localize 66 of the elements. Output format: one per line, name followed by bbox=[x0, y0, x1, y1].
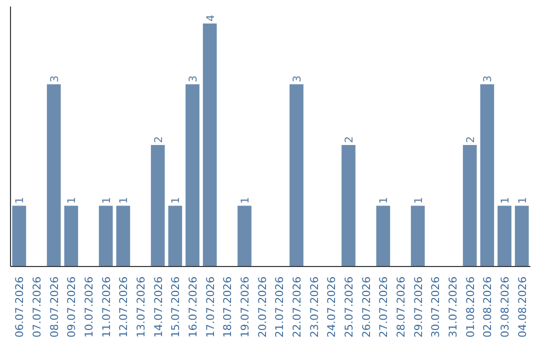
x-tick-label: 07.07.2026 bbox=[30, 276, 44, 338]
x-tick-label: 16.07.2026 bbox=[186, 276, 200, 338]
x-tick-label: 09.07.2026 bbox=[65, 276, 78, 338]
x-tick-label: 29.07.2026 bbox=[412, 276, 425, 338]
x-tick-label: 23.07.2026 bbox=[308, 276, 321, 338]
bar bbox=[462, 145, 477, 266]
data-label: 1 bbox=[412, 196, 425, 204]
data-label: 1 bbox=[498, 196, 512, 204]
bar bbox=[98, 206, 113, 266]
x-tick-label: 18.07.2026 bbox=[221, 276, 234, 338]
bar bbox=[290, 84, 304, 266]
data-label: 1 bbox=[238, 196, 252, 204]
x-tick-label: 17.07.2026 bbox=[204, 276, 217, 338]
x-tick-label: 12.07.2026 bbox=[117, 276, 130, 338]
x-tick-label: 04.08.2026 bbox=[516, 276, 529, 338]
bar bbox=[168, 206, 182, 266]
x-tick-label: 03.08.2026 bbox=[498, 276, 512, 338]
bar bbox=[480, 84, 494, 266]
x-tick-label: 15.07.2026 bbox=[169, 276, 182, 338]
bar bbox=[498, 206, 512, 266]
x-tick-label: 06.07.2026 bbox=[13, 276, 26, 338]
x-tick-label: 25.07.2026 bbox=[342, 276, 356, 338]
bar bbox=[64, 206, 78, 266]
bar bbox=[46, 84, 61, 266]
x-tick-label: 24.07.2026 bbox=[325, 276, 338, 338]
x-tick-label: 10.07.2026 bbox=[82, 276, 96, 338]
data-label: 1 bbox=[377, 196, 390, 204]
x-tick-label: 30.07.2026 bbox=[429, 276, 442, 338]
x-tick-label: 26.07.2026 bbox=[360, 276, 373, 338]
x-tick-label: 19.07.2026 bbox=[238, 276, 252, 338]
data-label: 1 bbox=[13, 196, 26, 204]
x-tick-label: 22.07.2026 bbox=[290, 276, 304, 338]
bar bbox=[514, 206, 529, 266]
data-label: 1 bbox=[117, 196, 130, 204]
bar bbox=[116, 206, 130, 266]
x-tick-label: 11.07.2026 bbox=[100, 276, 113, 338]
data-label: 3 bbox=[481, 75, 494, 82]
x-tick-label: 20.07.2026 bbox=[256, 276, 269, 338]
data-label: 4 bbox=[204, 14, 217, 22]
bar bbox=[12, 206, 26, 266]
x-tick-label: 21.07.2026 bbox=[273, 276, 286, 338]
bar bbox=[150, 145, 165, 266]
data-label: 2 bbox=[342, 136, 356, 144]
bar bbox=[410, 206, 425, 266]
data-label: 1 bbox=[169, 196, 182, 204]
x-tick-label: 28.07.2026 bbox=[394, 276, 408, 338]
bar bbox=[186, 84, 200, 266]
data-label: 3 bbox=[48, 75, 61, 82]
x-tick-label: 31.07.2026 bbox=[446, 276, 460, 338]
data-label: 1 bbox=[65, 196, 78, 204]
data-label: 2 bbox=[464, 136, 477, 144]
data-label: 1 bbox=[100, 196, 113, 204]
data-label: 2 bbox=[152, 136, 165, 144]
x-tick-label: 27.07.2026 bbox=[377, 276, 390, 338]
bar bbox=[342, 145, 356, 266]
x-tick-label: 08.07.2026 bbox=[48, 276, 61, 338]
x-tick-label: 01.08.2026 bbox=[464, 276, 477, 338]
bar bbox=[238, 206, 252, 266]
data-label: 3 bbox=[290, 75, 304, 82]
bar bbox=[376, 206, 390, 266]
data-label: 3 bbox=[186, 75, 200, 82]
x-tick-label: 14.07.2026 bbox=[152, 276, 165, 338]
x-tick-label: 13.07.2026 bbox=[134, 276, 148, 338]
x-tick-label: 02.08.2026 bbox=[481, 276, 494, 338]
bar bbox=[202, 24, 217, 266]
data-label: 1 bbox=[516, 196, 529, 204]
